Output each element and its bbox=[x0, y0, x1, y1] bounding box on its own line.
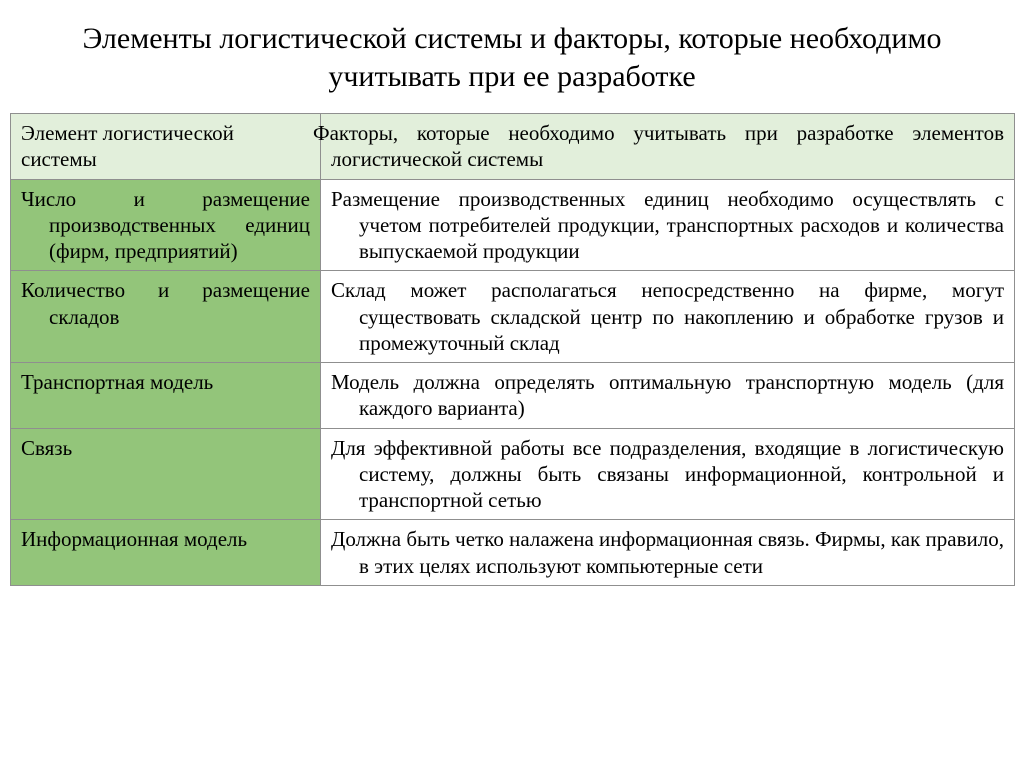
table-row: Число и размещение производственных един… bbox=[11, 179, 1015, 271]
element-cell: Информационная модель bbox=[11, 520, 321, 586]
factors-text: Должна быть четко налажена информационна… bbox=[331, 526, 1004, 579]
factors-cell: Модель должна определять оптимальную тра… bbox=[321, 363, 1015, 429]
element-text: Связь bbox=[21, 435, 310, 461]
table-row: Транспортная модель Модель должна опреде… bbox=[11, 363, 1015, 429]
factors-text: Модель должна определять оптимальную тра… bbox=[331, 369, 1004, 422]
element-cell: Количество и размещение складов bbox=[11, 271, 321, 363]
logistics-table: Элемент логистической системы Факторы, к… bbox=[10, 113, 1015, 586]
factors-cell: Должна быть четко налажена информационна… bbox=[321, 520, 1015, 586]
element-text: Число и размещение производственных един… bbox=[21, 186, 310, 265]
element-text: Транспортная модель bbox=[21, 369, 310, 395]
factors-cell: Склад может располагаться непосредственн… bbox=[321, 271, 1015, 363]
element-text: Информационная модель bbox=[21, 526, 310, 552]
factors-text: Размещение производственных единиц необх… bbox=[331, 186, 1004, 265]
element-cell: Транспортная модель bbox=[11, 363, 321, 429]
header-element-col: Элемент логистической системы bbox=[11, 114, 321, 180]
header-factors-col: Факторы, которые необходимо учитывать пр… bbox=[321, 114, 1015, 180]
table-row: Связь Для эффективной работы все подразд… bbox=[11, 428, 1015, 520]
table-header-row: Элемент логистической системы Факторы, к… bbox=[11, 114, 1015, 180]
factors-text: Для эффективной работы все подразделения… bbox=[331, 435, 1004, 514]
table-row: Количество и размещение складов Склад мо… bbox=[11, 271, 1015, 363]
table-row: Информационная модель Должна быть четко … bbox=[11, 520, 1015, 586]
element-text: Количество и размещение складов bbox=[21, 277, 310, 330]
page-title: Элементы логистической системы и факторы… bbox=[62, 20, 962, 95]
element-cell: Число и размещение производственных един… bbox=[11, 179, 321, 271]
element-cell: Связь bbox=[11, 428, 321, 520]
factors-text: Склад может располагаться непосредственн… bbox=[331, 277, 1004, 356]
header-factors-text: Факторы, которые необходимо учитывать пр… bbox=[313, 121, 1004, 171]
factors-cell: Размещение производственных единиц необх… bbox=[321, 179, 1015, 271]
factors-cell: Для эффективной работы все подразделения… bbox=[321, 428, 1015, 520]
